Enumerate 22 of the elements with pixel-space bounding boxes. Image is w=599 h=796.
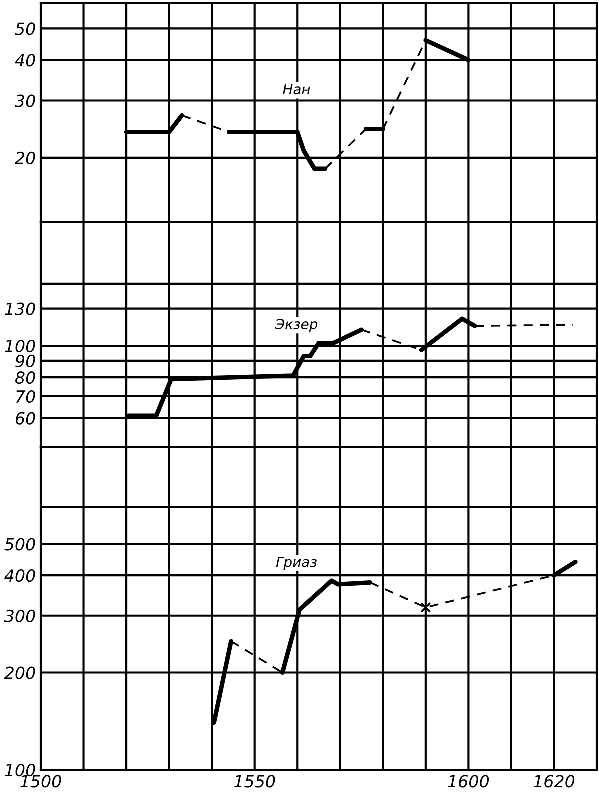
y-tick-label: 300 <box>4 610 36 622</box>
text: Экзер <box>275 319 318 332</box>
y-tick-label: 70 <box>16 390 36 404</box>
y-tick-label: 100 <box>5 340 36 353</box>
y-tick-label: 200 <box>4 666 36 680</box>
y-tick-label: 100 <box>5 764 36 777</box>
x-tick-label: 1550 <box>234 775 276 788</box>
y-tick-label: 80 <box>15 372 36 384</box>
y-tick-label: 50 <box>15 22 36 36</box>
y-tick-label: 40 <box>15 54 36 67</box>
y-tick-label: 130 <box>5 302 36 316</box>
y-tick-label: 30 <box>14 94 36 108</box>
y-tick-label: 20 <box>14 152 36 165</box>
y-tick-label: 90 <box>16 354 36 368</box>
x-tick-label: 1620 <box>534 775 575 788</box>
x-tick-label: 1500 <box>20 775 62 788</box>
y-tick-label: 400 <box>4 569 36 582</box>
y-tick-label: 500 <box>4 538 36 551</box>
text: Нан <box>283 84 310 95</box>
y-tick-label: 60 <box>16 412 36 425</box>
text: Гриаз <box>276 556 317 570</box>
x-tick-label: 1600 <box>448 775 490 788</box>
